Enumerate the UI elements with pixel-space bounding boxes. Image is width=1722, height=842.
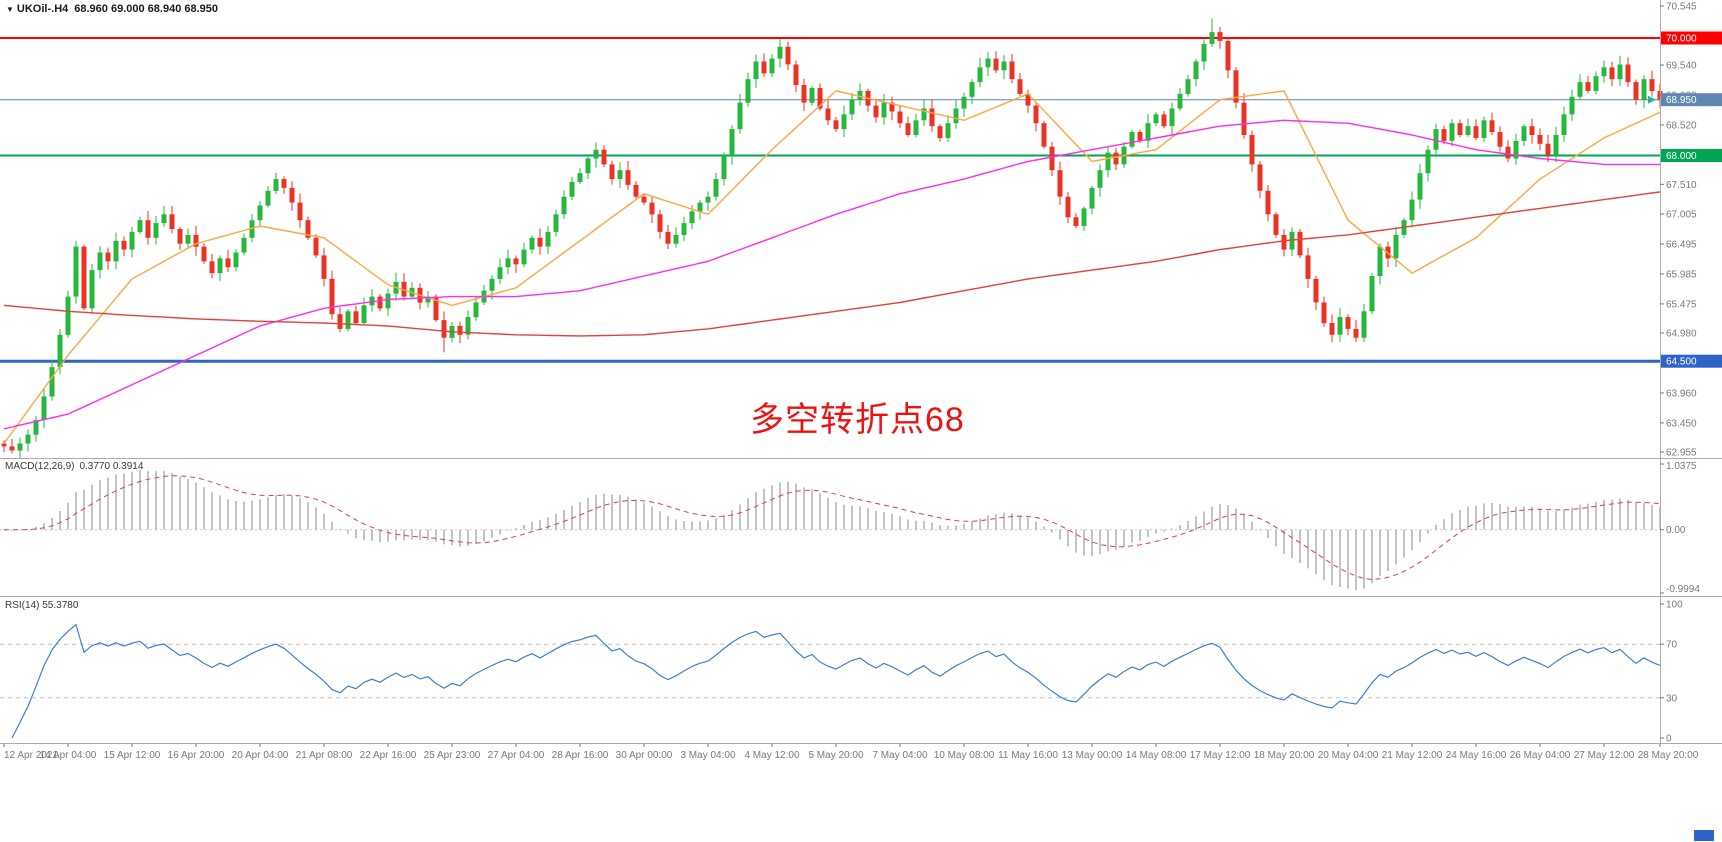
svg-text:66.495: 66.495 xyxy=(1666,239,1697,250)
collapse-triangle-icon[interactable]: ▼ xyxy=(6,5,14,14)
svg-text:7 May 04:00: 7 May 04:00 xyxy=(872,750,927,761)
svg-text:11 May 16:00: 11 May 16:00 xyxy=(998,750,1058,761)
svg-text:27 May 12:00: 27 May 12:00 xyxy=(1574,750,1635,761)
svg-text:63.450: 63.450 xyxy=(1666,418,1697,429)
svg-text:15 Apr 12:00: 15 Apr 12:00 xyxy=(104,750,161,761)
svg-text:30: 30 xyxy=(1666,693,1678,704)
svg-text:20 May 04:00: 20 May 04:00 xyxy=(1318,750,1379,761)
svg-text:70.545: 70.545 xyxy=(1666,2,1697,13)
svg-text:70: 70 xyxy=(1666,640,1678,651)
ohlc-readout: 68.960 69.000 68.940 68.950 xyxy=(74,3,219,15)
svg-text:30 Apr 00:00: 30 Apr 00:00 xyxy=(616,750,673,761)
svg-text:100: 100 xyxy=(1666,600,1683,611)
svg-text:70.000: 70.000 xyxy=(1666,34,1697,45)
svg-text:5 May 20:00: 5 May 20:00 xyxy=(808,750,863,761)
svg-text:63.960: 63.960 xyxy=(1666,388,1697,399)
chart-title: ▼ UKOil-.H4 68.960 69.000 68.940 68.950 xyxy=(6,3,218,15)
macd-indicator-label: MACD(12,26,9) xyxy=(5,461,75,472)
svg-text:3 May 04:00: 3 May 04:00 xyxy=(680,750,735,761)
svg-text:28 Apr 16:00: 28 Apr 16:00 xyxy=(552,750,609,761)
svg-text:4 May 12:00: 4 May 12:00 xyxy=(744,750,799,761)
svg-text:18 May 20:00: 18 May 20:00 xyxy=(1254,750,1315,761)
svg-text:27 Apr 04:00: 27 Apr 04:00 xyxy=(488,750,545,761)
svg-text:28 May 20:00: 28 May 20:00 xyxy=(1638,750,1699,761)
svg-text:17 May 12:00: 17 May 12:00 xyxy=(1190,750,1251,761)
svg-text:16 Apr 20:00: 16 Apr 20:00 xyxy=(168,750,225,761)
macd-indicator-header: MACD(12,26,9) 0.3770 0.3914 xyxy=(5,461,143,472)
svg-text:0.00: 0.00 xyxy=(1666,525,1686,536)
svg-text:21 May 12:00: 21 May 12:00 xyxy=(1382,750,1443,761)
svg-text:65.985: 65.985 xyxy=(1666,269,1697,280)
svg-text:13 May 00:00: 13 May 00:00 xyxy=(1062,750,1123,761)
svg-text:67.510: 67.510 xyxy=(1666,180,1697,191)
svg-text:1.0375: 1.0375 xyxy=(1666,461,1697,472)
horizontal-scrollbar-thumb[interactable] xyxy=(1694,830,1714,841)
svg-text:14 Apr 04:00: 14 Apr 04:00 xyxy=(40,750,97,761)
svg-text:68.000: 68.000 xyxy=(1666,151,1697,162)
macd-values: 0.3770 0.3914 xyxy=(79,461,144,472)
svg-text:21 Apr 08:00: 21 Apr 08:00 xyxy=(296,750,353,761)
symbol-timeframe-label: UKOil-.H4 xyxy=(16,3,69,15)
svg-text:14 May 08:00: 14 May 08:00 xyxy=(1126,750,1187,761)
svg-text:64.500: 64.500 xyxy=(1666,357,1697,368)
svg-text:20 Apr 04:00: 20 Apr 04:00 xyxy=(232,750,289,761)
svg-text:67.005: 67.005 xyxy=(1666,210,1697,221)
svg-text:26 May 04:00: 26 May 04:00 xyxy=(1510,750,1571,761)
rsi-indicator-label: RSI(14) 55.3780 xyxy=(5,600,79,611)
svg-text:22 Apr 16:00: 22 Apr 16:00 xyxy=(360,750,417,761)
svg-text:65.475: 65.475 xyxy=(1666,299,1697,310)
svg-text:25 Apr 23:00: 25 Apr 23:00 xyxy=(424,750,481,761)
svg-text:10 May 08:00: 10 May 08:00 xyxy=(934,750,995,761)
svg-text:64.980: 64.980 xyxy=(1666,329,1697,340)
svg-text:24 May 16:00: 24 May 16:00 xyxy=(1446,750,1507,761)
svg-text:68.950: 68.950 xyxy=(1666,95,1697,106)
svg-text:62.955: 62.955 xyxy=(1666,448,1697,459)
svg-text:12 Apr 2021: 12 Apr 2021 xyxy=(4,750,58,761)
chart-annotation-text: 多空转折点68 xyxy=(750,401,965,439)
svg-text:0: 0 xyxy=(1666,734,1672,745)
svg-text:69.540: 69.540 xyxy=(1666,61,1697,72)
svg-text:68.520: 68.520 xyxy=(1666,120,1697,131)
svg-text:-0.9994: -0.9994 xyxy=(1666,584,1700,595)
